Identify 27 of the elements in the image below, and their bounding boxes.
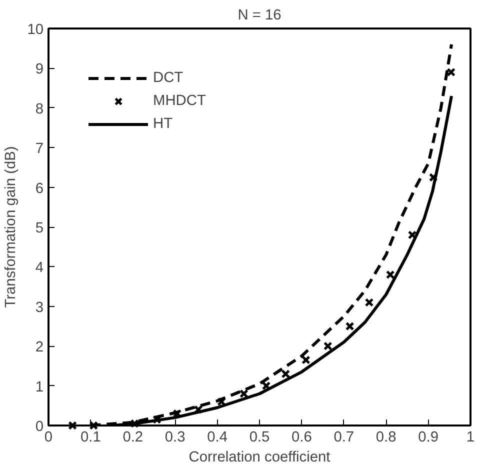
x-tick-label: 0.6 (292, 430, 312, 446)
x-tick-label: 0.3 (164, 430, 186, 446)
x-tick-label: 0.4 (207, 430, 228, 446)
y-tick-label: 10 (27, 22, 44, 38)
chart-title: N = 16 (238, 8, 282, 24)
y-tick-label: 4 (35, 260, 44, 276)
y-tick-label: 3 (35, 300, 44, 316)
x-tick-label: 0.7 (334, 430, 354, 446)
y-tick-label: 0 (35, 419, 44, 435)
legend-label: DCT (153, 70, 184, 86)
x-tick-label: 0.2 (122, 430, 144, 446)
x-tick-label: 0.9 (418, 430, 438, 446)
x-tick-label: 0.1 (80, 430, 101, 446)
y-tick-label: 9 (35, 62, 44, 78)
y-tick-label: 1 (35, 379, 44, 396)
y-tick-label: 2 (35, 340, 44, 356)
x-axis-title: Correlation coefficient (188, 450, 330, 466)
y-axis-title: Transformation gain (dB) (3, 146, 20, 308)
legend-label: HT (153, 116, 173, 132)
legend-label: MHDCT (153, 93, 206, 109)
x-tick-label: 0.5 (249, 430, 270, 446)
y-tick-label: 6 (35, 180, 44, 197)
x-tick-label: 0.8 (376, 430, 396, 446)
x-tick-label: 1 (466, 430, 475, 446)
y-tick-label: 8 (35, 101, 44, 118)
y-tick-label: 7 (35, 141, 44, 158)
y-tick-label: 5 (35, 220, 44, 236)
